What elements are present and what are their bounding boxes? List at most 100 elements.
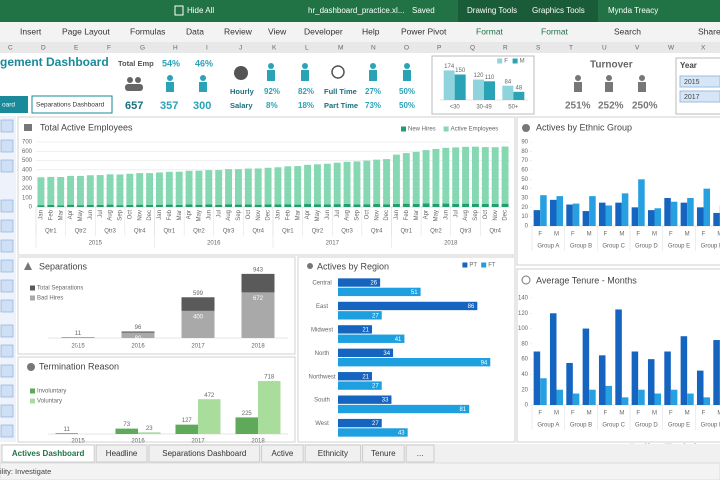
context-tab[interactable]: Graphics Tools <box>532 6 585 15</box>
x-tick-label: M <box>554 232 559 238</box>
sheet-tab-label[interactable]: Separations Dashboard <box>162 449 246 458</box>
ribbon-tab[interactable]: Data <box>186 26 204 36</box>
quarter-label: Qtr2 <box>312 229 324 235</box>
sheet-tab-label[interactable]: Active <box>272 449 294 458</box>
hide-all[interactable]: Hide All <box>187 6 214 15</box>
x-tick-label: Mar <box>414 210 420 220</box>
slicer-item[interactable] <box>679 75 720 88</box>
bar <box>471 203 479 207</box>
ribbon-tab[interactable]: Format <box>476 26 504 36</box>
bar <box>501 203 509 207</box>
x-tick-label: Nov <box>137 210 143 221</box>
sheet-tab[interactable] <box>405 444 435 463</box>
bar <box>540 378 547 405</box>
slicer-item-label[interactable]: 2017 <box>684 94 700 101</box>
x-tick-label: M <box>587 411 592 417</box>
bar <box>175 171 183 205</box>
bar <box>61 337 95 338</box>
bar <box>491 147 499 204</box>
x-tick-label: Nov <box>493 210 499 221</box>
sheet-tab[interactable] <box>304 444 362 463</box>
bar <box>363 160 371 205</box>
bar <box>549 313 557 405</box>
bar <box>703 397 711 405</box>
bar <box>664 198 671 226</box>
dashboard-title: gement Dashboard <box>0 55 109 69</box>
x-tick-label: M <box>717 411 720 417</box>
slicer-item[interactable] <box>679 90 720 103</box>
quarter-label: Qtr2 <box>75 229 87 235</box>
x-tick-label: Jul <box>453 210 459 218</box>
ribbon-tab[interactable]: Developer <box>304 26 343 36</box>
y-tick-label: Central <box>312 281 331 287</box>
bar <box>696 207 704 226</box>
y-tick-label: 40 <box>521 372 528 378</box>
nav-button-label[interactable]: Separations Dashboard <box>36 102 105 109</box>
legend-swatch <box>401 126 406 132</box>
nav-button-label[interactable]: oard <box>2 102 15 109</box>
kpi-value: 92% <box>264 87 280 96</box>
column-header: O <box>404 45 409 52</box>
bar <box>338 278 381 287</box>
bar <box>106 204 114 207</box>
bar <box>338 372 373 381</box>
sheet-tab[interactable] <box>261 444 304 463</box>
x-tick-label: M <box>554 411 559 417</box>
x-tick-label: Oct <box>483 210 489 220</box>
sheet-tab[interactable] <box>148 444 261 463</box>
kpi-value: 252% <box>598 101 624 112</box>
sheet-tab[interactable] <box>1 444 95 463</box>
legend-label: PT <box>469 263 477 269</box>
ribbon-tab[interactable]: View <box>268 26 287 36</box>
ribbon-tab[interactable]: Format <box>541 26 569 36</box>
ribbon-tab[interactable]: Formulas <box>130 26 165 36</box>
people-icon <box>125 77 143 91</box>
search[interactable]: Search <box>614 26 641 36</box>
quarter-label: Qtr3 <box>223 229 235 235</box>
data-label: 96 <box>135 325 142 331</box>
column-header: J <box>239 45 242 52</box>
sheet-tab-label[interactable]: Tenure <box>371 449 396 458</box>
bar <box>195 170 203 205</box>
column-header: Q <box>470 45 475 52</box>
x-tick-label: Dec <box>266 210 272 221</box>
sheet-tab-label[interactable]: ... <box>417 449 424 458</box>
sheet-tab-label[interactable]: Ethnicity <box>318 449 348 458</box>
slicer-item-label[interactable]: 2015 <box>684 79 700 86</box>
sheet-tab[interactable] <box>95 444 148 463</box>
nav-button[interactable] <box>31 95 113 114</box>
column-header: F <box>107 45 111 52</box>
quarter-label: Qtr1 <box>282 229 294 235</box>
bar <box>654 208 662 226</box>
ribbon-tab[interactable]: Help <box>362 26 380 36</box>
data-label: 73 <box>123 422 130 428</box>
slicer-buttons[interactable] <box>0 119 14 438</box>
bar <box>294 166 302 205</box>
x-tick-label: Apr <box>424 210 430 219</box>
bar <box>185 204 193 207</box>
bar <box>76 205 84 207</box>
context-tab[interactable]: Drawing Tools <box>467 6 517 15</box>
ribbon-tab[interactable]: Page Layout <box>62 26 110 36</box>
kpi-value: 250% <box>632 101 658 112</box>
bar <box>454 74 466 100</box>
bar <box>491 203 499 207</box>
share[interactable]: Share <box>698 26 720 36</box>
x-tick-label: Apr <box>68 210 74 219</box>
bar <box>215 170 223 205</box>
bar <box>647 210 655 226</box>
sheet-tab[interactable] <box>362 444 405 463</box>
y-tick-label: 10 <box>521 214 528 220</box>
ribbon-tab[interactable]: Power Pivot <box>401 26 447 36</box>
sheet-tab-label[interactable]: Headline <box>106 449 138 458</box>
ribbon-tab[interactable]: Insert <box>20 26 42 36</box>
ribbon-tab[interactable]: Review <box>224 26 253 36</box>
data-label: 26 <box>370 281 377 287</box>
bar <box>47 204 55 207</box>
y-tick-label: 400 <box>22 167 33 173</box>
kpi-label: Salary <box>230 101 253 110</box>
nav-button[interactable] <box>0 96 28 113</box>
checkbox[interactable] <box>174 5 184 16</box>
sheet-tab-label[interactable]: Actives Dashboard <box>12 449 85 458</box>
data-label: 41 <box>395 337 402 343</box>
